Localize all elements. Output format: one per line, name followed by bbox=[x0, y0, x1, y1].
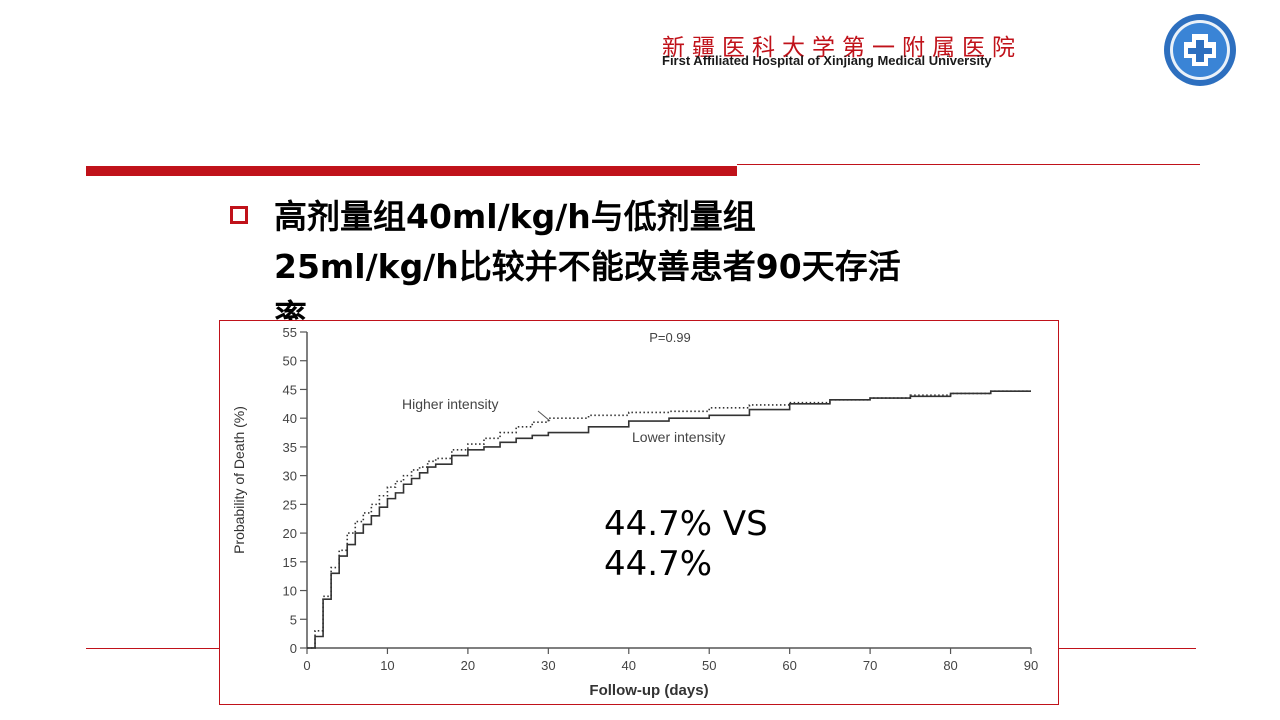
result-annotation: 44.7% VS 44.7% bbox=[604, 504, 768, 584]
annotation-line-2: 44.7% bbox=[604, 544, 713, 584]
series-label-higher-intensity: Higher intensity bbox=[402, 396, 499, 412]
y-tick-label-0: 0 bbox=[290, 641, 297, 656]
headline-line-1: 高剂量组40ml/kg/h与低剂量组 bbox=[274, 197, 756, 236]
hospital-name-en: First Affiliated Hospital of Xinjiang Me… bbox=[662, 53, 992, 68]
series-label-leader-higher bbox=[537, 410, 551, 422]
y-tick-label-50: 50 bbox=[283, 354, 297, 369]
y-tick-label-55: 55 bbox=[283, 325, 297, 340]
x-axis-label: Follow-up (days) bbox=[589, 682, 708, 699]
y-axis-label: Probability of Death (%) bbox=[231, 406, 247, 554]
title-divider-thin bbox=[737, 164, 1200, 165]
series-label-lower-intensity: Lower intensity bbox=[632, 429, 725, 445]
y-tick-label-10: 10 bbox=[283, 584, 297, 599]
hospital-emblem-icon bbox=[1164, 14, 1236, 86]
footer-divider-left bbox=[86, 648, 220, 649]
series-line-higher-intensity bbox=[307, 390, 1031, 649]
y-tick-label-20: 20 bbox=[283, 526, 297, 541]
footer-divider-right bbox=[1059, 648, 1196, 649]
x-tick-label-0: 0 bbox=[303, 658, 310, 673]
series-line-lower-intensity bbox=[307, 390, 1031, 649]
chart-title: P=0.99 bbox=[649, 330, 691, 345]
y-tick-label-40: 40 bbox=[283, 411, 297, 426]
y-tick-label-45: 45 bbox=[283, 382, 297, 397]
x-tick-label-20: 20 bbox=[461, 658, 475, 673]
annotation-line-1: 44.7% VS bbox=[604, 504, 768, 544]
slide-headline: 高剂量组40ml/kg/h与低剂量组 25ml/kg/h比较并不能改善患者90天… bbox=[274, 192, 1074, 320]
title-divider-thick bbox=[86, 166, 737, 176]
x-tick-label-10: 10 bbox=[380, 658, 394, 673]
hospital-name-cn: 新疆医科大学第一附属医院 bbox=[662, 35, 1022, 61]
headline-line-2: 25ml/kg/h比较并不能改善患者90天存活 bbox=[274, 247, 901, 286]
y-tick-label-25: 25 bbox=[283, 497, 297, 512]
bullet-square-icon bbox=[230, 206, 248, 224]
y-tick-label-15: 15 bbox=[283, 555, 297, 570]
x-tick-label-70: 70 bbox=[863, 658, 877, 673]
x-tick-label-30: 30 bbox=[541, 658, 555, 673]
x-tick-label-60: 60 bbox=[782, 658, 796, 673]
x-tick-label-90: 90 bbox=[1024, 658, 1038, 673]
y-tick-label-5: 5 bbox=[290, 612, 297, 627]
headline-line-3: 率 bbox=[274, 297, 307, 320]
survival-chart: 0 5 10 15 20 25 30 35 40 45 50 55 0 10 20 30 40 50 60 70 80 9… bbox=[231, 325, 1038, 699]
chart-frame: 0 5 10 15 20 25 30 35 40 45 50 55 0 10 20 30 40 50 60 70 80 9… bbox=[219, 320, 1059, 705]
x-tick-label-40: 40 bbox=[622, 658, 636, 673]
x-tick-label-50: 50 bbox=[702, 658, 716, 673]
x-tick-label-80: 80 bbox=[943, 658, 957, 673]
y-tick-label-35: 35 bbox=[283, 440, 297, 455]
y-tick-label-30: 30 bbox=[283, 469, 297, 484]
